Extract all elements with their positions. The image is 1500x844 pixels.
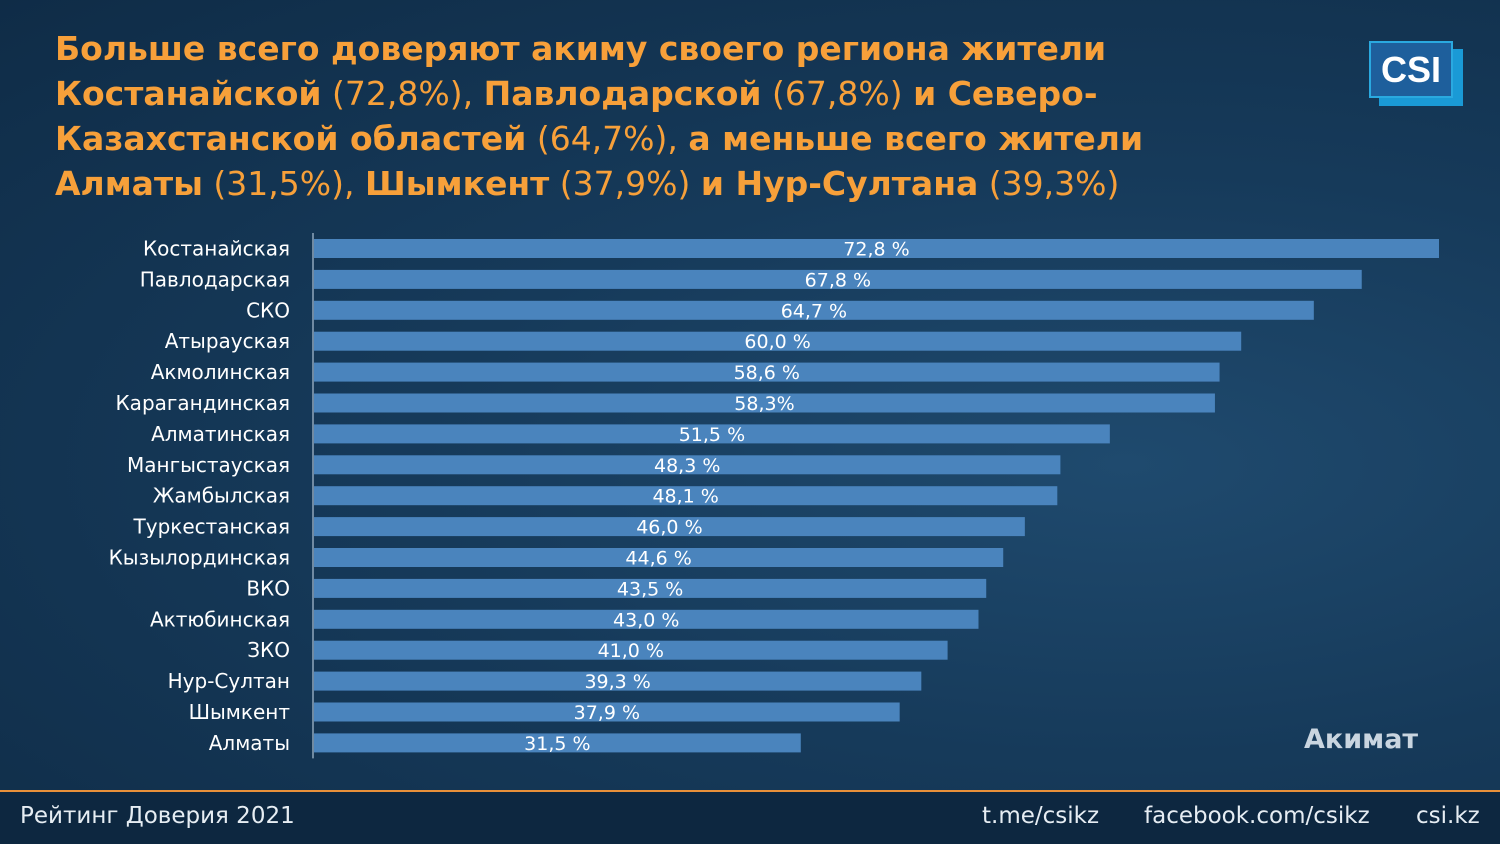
bar-value-label: 48,1 % [652,486,718,508]
bar [314,362,1220,382]
title-segment: и Северо-Казахстанской областей [55,74,1098,158]
bar-value-label: 44,6 % [625,548,691,570]
category-label: Алматинская [151,422,290,446]
logo-text: CSI [1369,41,1453,98]
category-label: Павлодарская [140,267,290,291]
series-label: Акимат [1304,724,1419,755]
bar [314,331,1242,351]
bar [314,424,1110,444]
bar-value-label: 41,0 % [598,640,664,662]
category-label: Жамбылская [153,484,290,508]
bar-value-label: 60,0 % [744,331,810,353]
bar-value-label: 67,8 % [805,269,871,291]
category-label: Костанайская [143,237,290,261]
title-segment: (64,7%), [526,119,689,158]
bar [314,486,1058,506]
bar [314,578,987,598]
bar [314,269,1362,289]
title-segment: Шымкент [364,164,550,203]
bar-value-label: 58,3% [734,393,794,415]
title-segment: (31,5%), [202,164,365,203]
title-segment: а меньше всего жители Алматы [55,119,1144,203]
bar-value-label: 43,5 % [617,578,683,600]
category-label: ВКО [246,576,290,600]
category-label: Алматы [209,731,290,755]
bar-value-label: 51,5 % [679,424,745,446]
bar-value-label: 39,3 % [584,671,650,693]
category-label: Атырауская [165,329,290,353]
bar [314,609,979,629]
bars-group: 72,8 % Костанайская 67,8 % Павлодарская 64,7… [109,237,1439,755]
footer-link-telegram[interactable]: t.me/csikz [982,803,1100,829]
csi-logo: CSI [1369,41,1463,106]
footer-bar [0,792,1500,844]
footer-rating-label: Рейтинг Доверия 2021 [20,803,295,829]
title-segment: (67,8%) [761,74,914,113]
bar [314,393,1215,413]
category-label: СКО [246,298,290,322]
bar [314,733,801,753]
bar [314,702,900,722]
bar [314,239,1439,258]
category-label: Туркестанская [133,515,290,539]
title-segment: и Нур-Султана [700,164,979,203]
bar [314,517,1025,537]
category-label: Акмолинская [151,360,290,384]
bar [314,548,1004,567]
title-segment: (39,3%) [978,164,1120,203]
title-segment: (72,8%), [321,74,484,113]
bar [314,671,922,691]
bar-value-label: 43,0 % [613,609,679,631]
title-segment: (37,9%) [549,164,701,203]
bar-value-label: 31,5 % [524,733,590,755]
bar [314,300,1314,320]
footer-divider [0,790,1500,792]
bar-value-label: 58,6 % [734,362,800,384]
bar-value-label: 46,0 % [636,517,702,539]
bar-chart: 72,8 % Костанайская 67,8 % Павлодарская 64,7… [109,233,1439,759]
category-label: Шымкент [189,700,291,724]
bar [314,455,1061,475]
category-label: Кызылординская [109,546,290,570]
bar-value-label: 48,3 % [654,455,720,477]
title-segment: Больше всего доверяют акиму своего регио… [55,29,1107,113]
bar-value-label: 64,7 % [781,300,847,322]
bar [314,640,948,660]
title-segment: Павлодарской [483,74,762,113]
footer-link-facebook[interactable]: facebook.com/csikz [1144,803,1370,829]
category-label: Нур-Султан [168,669,290,693]
bar-value-label: 72,8 % [843,239,909,261]
bar-value-label: 37,9 % [574,702,640,724]
category-label: Карагандинская [115,391,290,415]
footer-link-site[interactable]: csi.kz [1416,803,1480,829]
category-label: Актюбинская [150,607,290,631]
category-label: Мангыстауская [127,453,290,477]
chart-title: Больше всего доверяют акиму своего регио… [55,26,1235,206]
category-label: ЗКО [247,638,290,662]
